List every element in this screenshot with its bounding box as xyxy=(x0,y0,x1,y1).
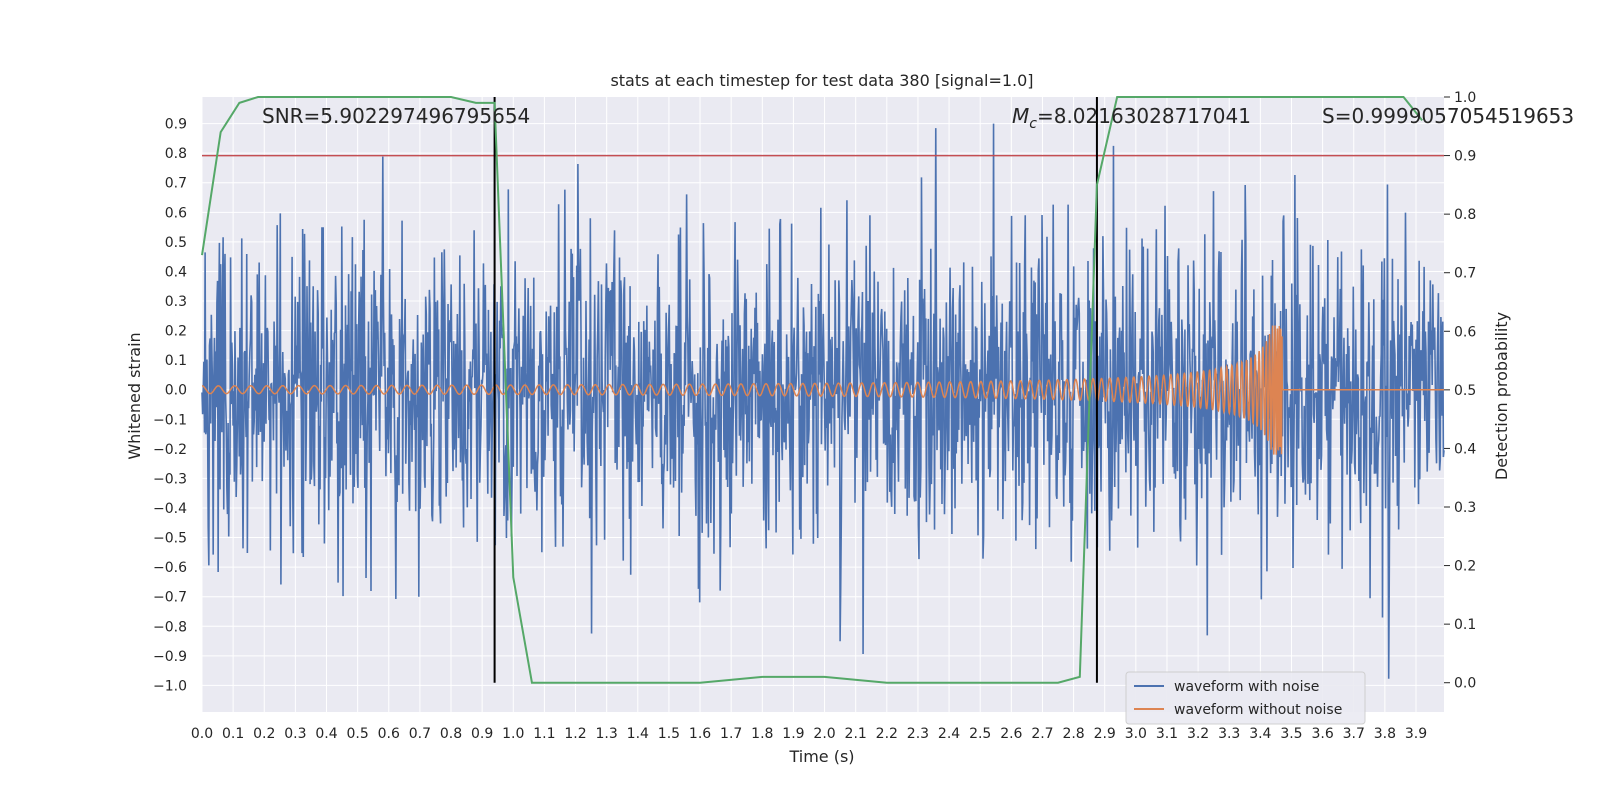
series-waveform-without-noise xyxy=(201,325,1444,455)
x-tick-label: 3.0 xyxy=(1125,726,1147,742)
x-tick-label: 1.3 xyxy=(596,726,618,742)
legend-label-noise: waveform with noise xyxy=(1174,679,1319,695)
y-left-tick-label: 0.8 xyxy=(165,146,187,162)
series-detection-probability xyxy=(201,96,1423,684)
x-tick-label: 3.2 xyxy=(1187,726,1209,742)
y-right-tick-label: 0.0 xyxy=(1454,676,1476,692)
clean-waveform-line xyxy=(201,325,1444,455)
probability-line xyxy=(201,96,1423,684)
series-waveform-with-noise xyxy=(201,123,1445,679)
y-left-tick-label: 0.0 xyxy=(165,383,187,399)
legend: waveform with noise waveform without noi… xyxy=(1125,671,1366,725)
y-right-tick-label: 0.2 xyxy=(1454,559,1476,575)
y-left-tick-label: −0.5 xyxy=(153,531,187,547)
x-tick-label: 3.5 xyxy=(1280,726,1302,742)
x-tick-label: 1.1 xyxy=(533,726,555,742)
y-left-tick-label: 0.9 xyxy=(165,117,187,133)
x-tick-label: 3.3 xyxy=(1218,726,1240,742)
x-tick-label: 3.6 xyxy=(1311,726,1333,742)
y-left-tick-label: −0.3 xyxy=(153,471,187,487)
y-left-tick-label: 0.4 xyxy=(165,264,187,280)
legend-label-clean: waveform without noise xyxy=(1174,702,1342,718)
x-tick-label: 2.3 xyxy=(907,726,929,742)
x-tick-label: 1.4 xyxy=(627,726,649,742)
x-tick-label: 2.9 xyxy=(1094,726,1116,742)
x-tick-label: 2.6 xyxy=(1000,726,1022,742)
x-tick-label: 1.5 xyxy=(658,726,680,742)
x-tick-label: 2.2 xyxy=(876,726,898,742)
x-tick-label: 1.8 xyxy=(751,726,773,742)
x-tick-label: 0.0 xyxy=(191,726,213,742)
y-right-tick-label: 0.8 xyxy=(1454,207,1476,223)
y-left-tick-label: −0.7 xyxy=(153,590,187,606)
y-left-tick-label: 0.1 xyxy=(165,353,187,369)
x-tick-label: 1.0 xyxy=(502,726,524,742)
x-tick-label: 1.9 xyxy=(782,726,804,742)
y-left-tick-label: 0.3 xyxy=(165,294,187,310)
noise-waveform-line xyxy=(201,123,1445,679)
x-tick-label: 0.7 xyxy=(409,726,431,742)
y-left-tick-label: 0.2 xyxy=(165,324,187,340)
x-tick-label: 2.7 xyxy=(1031,726,1053,742)
chirp-mass-annotation: Mc=8.02163028717041 xyxy=(1012,104,1251,132)
y-left-tick-label: 0.6 xyxy=(165,205,187,221)
legend-box xyxy=(1125,671,1366,725)
x-tick-label: 1.7 xyxy=(720,726,742,742)
y-left-tick-label: −0.2 xyxy=(153,442,187,458)
y-left-tick-label: −1.0 xyxy=(153,678,187,694)
x-tick-label: 3.1 xyxy=(1156,726,1178,742)
x-tick-label: 0.4 xyxy=(315,726,337,742)
y-axis-left-ticks: 0.9 0.8 0.7 0.6 0.5 0.4 0.3 0.2 0.1 0.0 −0.1 −0.2 −0… xyxy=(153,117,187,695)
x-tick-label: 3.4 xyxy=(1249,726,1271,742)
x-tick-label: 3.8 xyxy=(1374,726,1396,742)
x-axis-label: Time (s) xyxy=(788,747,854,766)
x-tick-label: 1.6 xyxy=(689,726,711,742)
y-left-tick-label: −0.8 xyxy=(153,619,187,635)
y-right-tick-label: 0.7 xyxy=(1454,266,1476,282)
x-tick-label: 0.1 xyxy=(222,726,244,742)
snr-annotation: SNR=5.902297496795654 xyxy=(262,104,530,128)
x-tick-label: 1.2 xyxy=(564,726,586,742)
score-annotation: S=0.9999057054519653 xyxy=(1322,104,1574,128)
y-left-tick-label: −0.4 xyxy=(153,501,187,517)
y-right-tick-label: 0.1 xyxy=(1454,617,1476,633)
y-left-tick-label: −0.9 xyxy=(153,649,187,665)
y-right-tick-label: 0.6 xyxy=(1454,324,1476,340)
x-tick-label: 3.7 xyxy=(1343,726,1365,742)
y-axis-right-label: Detection probability xyxy=(1492,312,1511,480)
y-left-tick-label: −0.6 xyxy=(153,560,187,576)
x-tick-label: 2.1 xyxy=(845,726,867,742)
x-tick-label: 2.4 xyxy=(938,726,960,742)
y-axis-right-ticks: 1.0 0.9 0.8 0.7 0.6 0.5 0.4 0.3 0.2 0.1 0.0 xyxy=(1444,90,1476,692)
y-right-tick-label: 0.4 xyxy=(1454,441,1476,457)
x-tick-label: 0.3 xyxy=(284,726,306,742)
y-left-tick-label: 0.7 xyxy=(165,176,187,192)
x-tick-label: 0.5 xyxy=(347,726,369,742)
y-right-tick-label: 0.9 xyxy=(1454,149,1476,165)
x-tick-label: 0.9 xyxy=(471,726,493,742)
x-tick-label: 2.0 xyxy=(813,726,835,742)
x-tick-label: 3.9 xyxy=(1405,726,1427,742)
y-left-tick-label: −0.1 xyxy=(153,412,187,428)
x-tick-label: 2.8 xyxy=(1062,726,1084,742)
y-right-tick-label: 0.5 xyxy=(1454,383,1476,399)
x-tick-label: 0.6 xyxy=(378,726,400,742)
y-axis-left-label: Whitened strain xyxy=(125,332,144,459)
y-left-tick-label: 0.5 xyxy=(165,235,187,251)
chart-title: stats at each timestep for test data 380… xyxy=(610,71,1033,90)
x-axis-ticks: 0.0 0.1 0.2 0.3 0.4 0.5 0.6 0.7 0.8 0.9 1.0 1.1 1.2 1… xyxy=(191,726,1427,742)
x-tick-label: 2.5 xyxy=(969,726,991,742)
x-tick-label: 0.8 xyxy=(440,726,462,742)
x-tick-label: 0.2 xyxy=(253,726,275,742)
y-right-tick-label: 0.3 xyxy=(1454,500,1476,516)
y-right-tick-label: 1.0 xyxy=(1454,90,1476,106)
